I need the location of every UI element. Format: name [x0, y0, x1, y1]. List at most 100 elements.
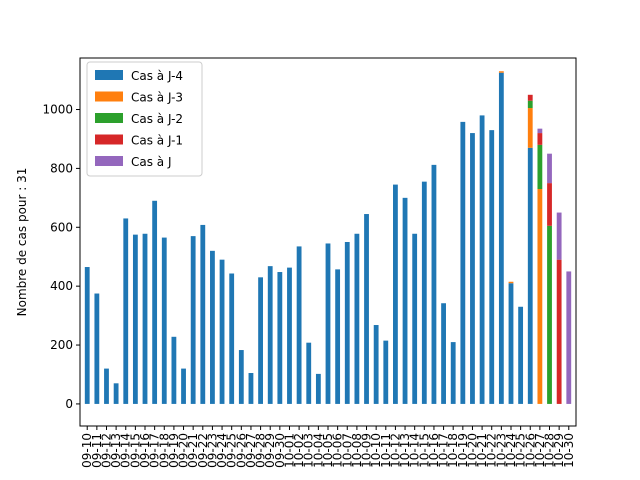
bar-10-11-s0	[383, 340, 389, 404]
x-tick-label-09-16: 09-16	[138, 433, 152, 468]
bars-group	[84, 71, 572, 404]
bar-09-19-s0	[171, 336, 177, 404]
bar-10-19-s0	[460, 121, 466, 404]
x-tick-label-09-21: 09-21	[186, 433, 200, 468]
x-tick-label-09-12: 09-12	[99, 433, 113, 468]
bar-09-22-s0	[200, 224, 206, 404]
bar-10-06-s0	[335, 269, 341, 404]
x-tick-label-10-28: 10-28	[543, 433, 557, 468]
bar-09-25-s0	[229, 273, 235, 404]
y-tick-label-800: 800	[50, 161, 73, 175]
bar-10-20-s0	[470, 133, 475, 404]
x-tick-label-10-30: 10-30	[562, 433, 576, 468]
legend: Cas à J-4 Cas à J-3 Cas à J-2 Cas à J-1 Cas …	[86, 61, 203, 177]
bar-10-28-s2	[547, 225, 552, 404]
x-tick-label-10-06: 10-06	[331, 433, 345, 468]
x-tick-label-10-08: 10-08	[350, 433, 364, 468]
bar-10-03-s0	[306, 342, 312, 404]
bar-09-27-s0	[248, 373, 254, 404]
x-tick-label-09-19: 09-19	[167, 433, 181, 468]
bar-09-11-s0	[94, 293, 100, 404]
x-tick-label-10-26: 10-26	[523, 433, 537, 468]
x-tick-label-10-24: 10-24	[504, 433, 518, 468]
x-tick-label-09-26: 09-26	[234, 433, 248, 468]
x-tick-label-10-14: 10-14	[408, 433, 422, 468]
bar-10-24-s1	[508, 281, 514, 284]
x-tick-label-09-22: 09-22	[196, 433, 210, 468]
bar-10-23-s0	[498, 72, 504, 404]
bar-10-26-s0	[527, 147, 533, 404]
x-tick-label-10-13: 10-13	[398, 433, 412, 468]
bar-10-27-s3	[537, 133, 543, 145]
bar-10-27-s1	[537, 189, 543, 404]
x-tick-label-09-28: 09-28	[254, 433, 268, 468]
bar-10-08-s0	[354, 233, 360, 404]
bar-09-20-s0	[181, 368, 186, 404]
bar-09-30-s0	[277, 272, 283, 404]
x-tick-label-10-17: 10-17	[437, 433, 451, 468]
x-tick-label-09-11: 09-11	[90, 433, 104, 468]
bar-09-18-s0	[161, 237, 167, 404]
x-tick-label-10-09: 10-09	[360, 433, 374, 468]
x-tick-label-10-23: 10-23	[494, 433, 508, 468]
bar-10-30-s4	[566, 271, 572, 404]
bar-10-29-s4	[556, 212, 562, 260]
bar-10-22-s0	[489, 130, 495, 404]
bar-09-12-s0	[104, 368, 109, 404]
bar-10-27-s4	[537, 128, 543, 134]
x-axis: 09-1009-1109-1209-1309-1409-1509-1609-17…	[80, 426, 576, 468]
bar-09-15-s0	[132, 234, 138, 404]
bar-10-21-s0	[479, 115, 485, 404]
bar-09-26-s0	[238, 350, 244, 404]
x-tick-label-10-18: 10-18	[446, 433, 460, 468]
bar-10-27-s2	[537, 144, 543, 190]
bar-10-09-s0	[364, 214, 369, 404]
x-tick-label-10-22: 10-22	[485, 433, 499, 468]
bar-10-16-s0	[431, 164, 437, 404]
bar-10-01-s0	[287, 267, 292, 404]
bar-09-13-s0	[113, 383, 119, 404]
x-tick-label-10-10: 10-10	[369, 433, 383, 468]
bar-10-26-s1	[527, 108, 533, 148]
y-tick-label-0: 0	[65, 397, 73, 411]
bar-10-29-s3	[556, 259, 562, 404]
x-tick-label-09-30: 09-30	[273, 433, 287, 468]
x-tick-label-10-25: 10-25	[514, 433, 528, 468]
bar-10-17-s0	[441, 303, 446, 404]
bar-09-23-s0	[210, 250, 215, 404]
x-tick-label-10-03: 10-03	[302, 433, 316, 468]
x-tick-label-09-25: 09-25	[225, 433, 239, 468]
legend-label-4: Cas à J	[131, 155, 172, 169]
bar-10-26-s2	[527, 100, 533, 109]
bar-09-16-s0	[142, 233, 148, 404]
bar-10-26-s3	[527, 94, 533, 101]
x-tick-label-09-18: 09-18	[157, 433, 171, 468]
x-tick-label-10-11: 10-11	[379, 433, 393, 468]
legend-label-0: Cas à J-4	[131, 69, 183, 83]
x-tick-label-10-16: 10-16	[427, 433, 441, 468]
x-tick-label-10-21: 10-21	[475, 433, 489, 468]
legend-swatch-4	[95, 156, 123, 166]
x-tick-label-09-29: 09-29	[263, 433, 277, 468]
x-tick-label-09-14: 09-14	[119, 433, 133, 468]
x-tick-label-10-19: 10-19	[456, 433, 470, 468]
x-tick-label-09-15: 09-15	[128, 433, 142, 468]
x-tick-label-09-23: 09-23	[205, 433, 219, 468]
bar-10-12-s0	[393, 184, 398, 404]
bar-09-28-s0	[258, 277, 263, 404]
y-axis-label: Nombre de cas pour : 31	[15, 168, 29, 317]
bar-10-02-s0	[296, 246, 302, 404]
x-tick-label-09-20: 09-20	[177, 433, 191, 468]
legend-swatch-2	[95, 113, 123, 123]
x-tick-label-10-15: 10-15	[417, 433, 431, 468]
bar-09-21-s0	[190, 236, 196, 404]
bar-10-18-s0	[450, 342, 456, 404]
legend-label-3: Cas à J-1	[131, 134, 183, 148]
legend-swatch-1	[95, 91, 123, 102]
legend-swatch-0	[95, 70, 123, 80]
x-tick-label-10-05: 10-05	[321, 433, 335, 468]
bar-09-10-s0	[84, 267, 90, 404]
bar-10-15-s0	[421, 181, 427, 404]
x-tick-label-09-13: 09-13	[109, 433, 123, 468]
